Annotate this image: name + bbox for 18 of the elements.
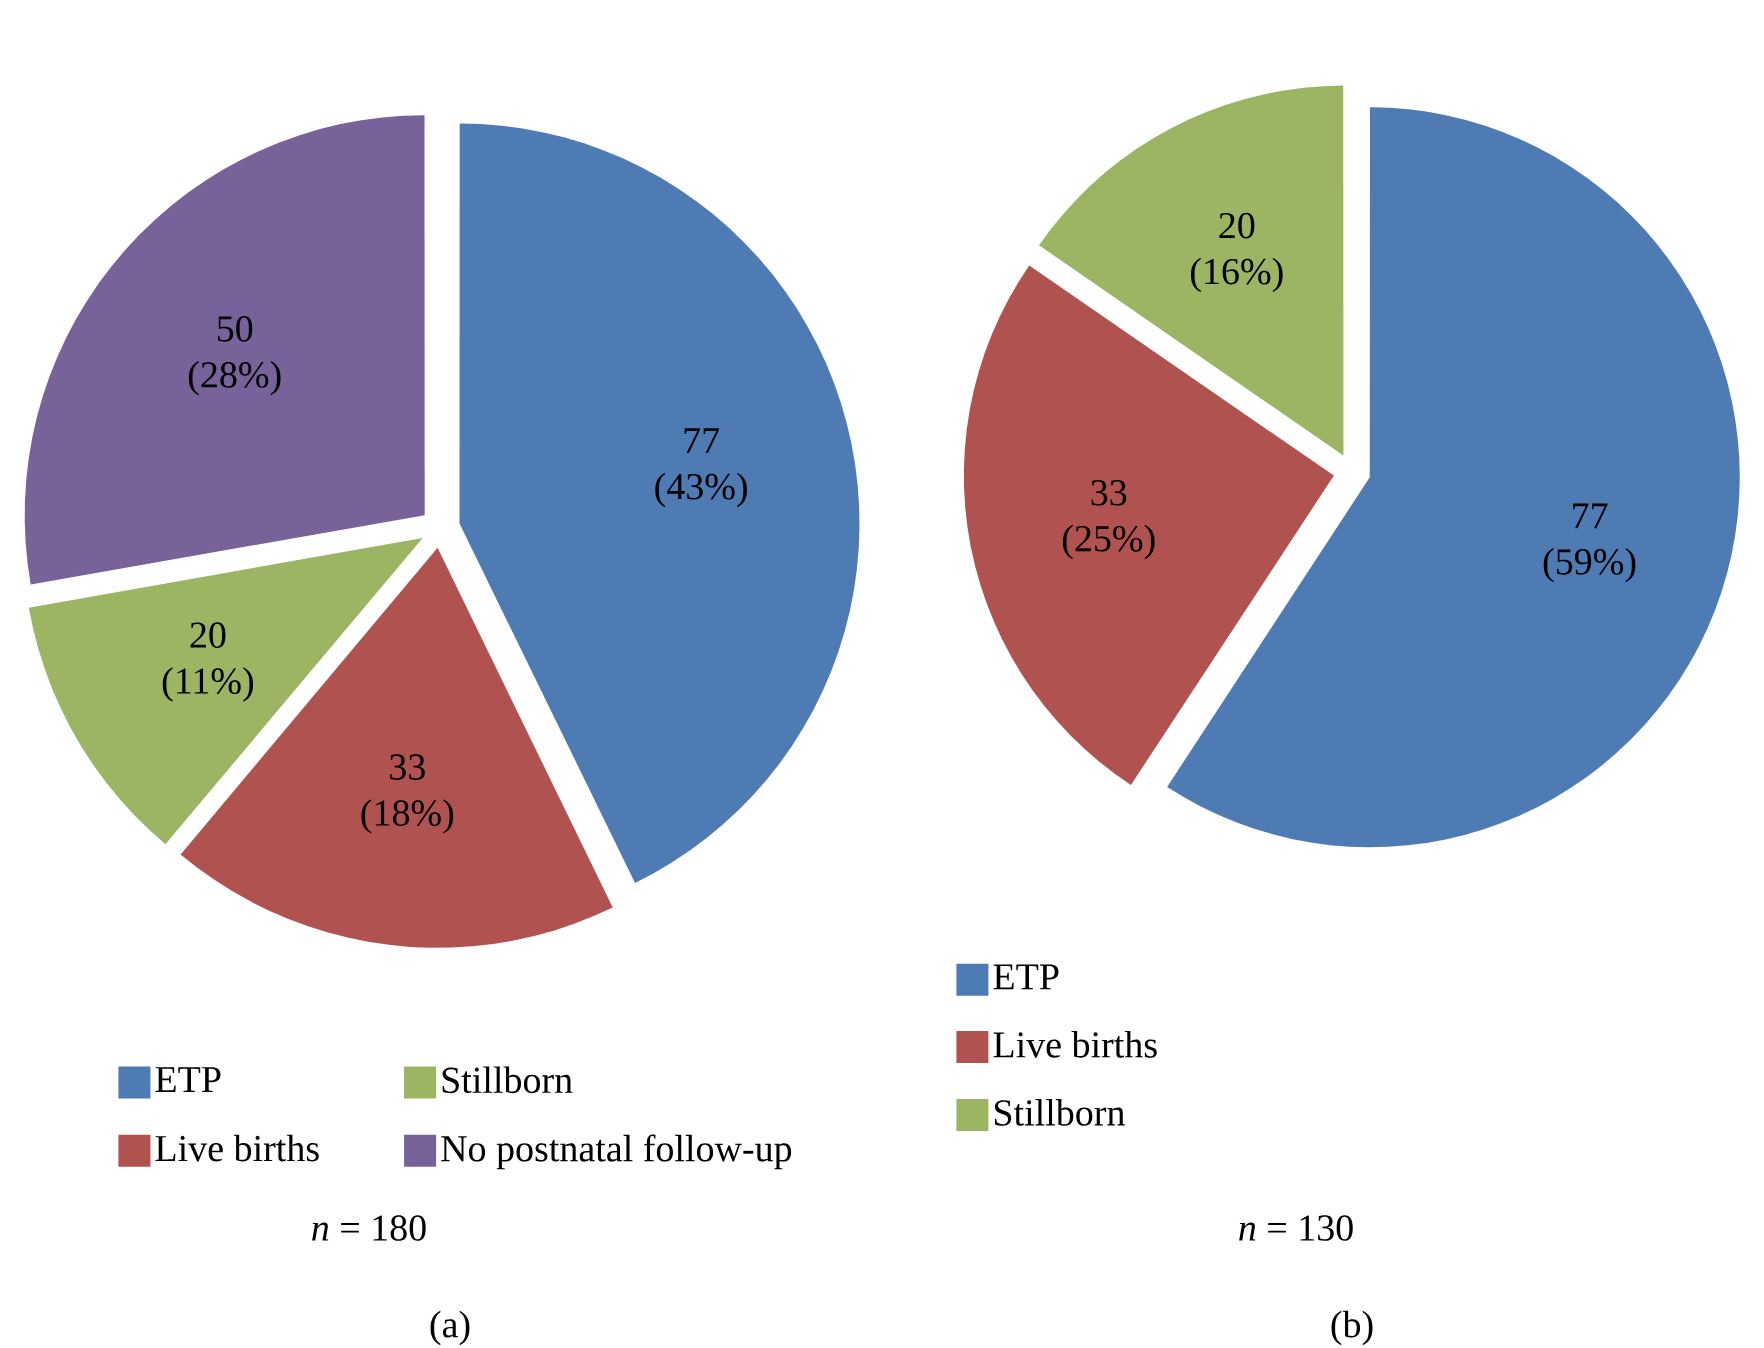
text: n = 180 [312, 1215, 426, 1241]
text: (b) [1331, 1310, 1373, 1346]
text: (a) [430, 1310, 470, 1346]
text: n = 130 [1239, 1215, 1353, 1241]
legend-label: No postnatal follow-up [441, 1134, 792, 1170]
data-label: 77 (43%) [655, 428, 747, 508]
legend-label: ETP [155, 1067, 221, 1093]
legend-label: ETP [993, 964, 1059, 990]
legend-label: Live births [993, 1030, 1157, 1058]
data-label: 77 (59%) [1543, 503, 1636, 583]
data-label: 33 (25%) [1062, 479, 1155, 560]
legend-label: Live births [155, 1134, 319, 1162]
data-label: 20 (11%) [162, 622, 254, 702]
data-label: 50 (28%) [188, 316, 281, 396]
data-label: 20 (16%) [1190, 212, 1283, 293]
legend-label: Stillborn [994, 1099, 1125, 1126]
data-label: 33 (18%) [361, 754, 454, 834]
legend-label: Stillborn [442, 1066, 573, 1094]
